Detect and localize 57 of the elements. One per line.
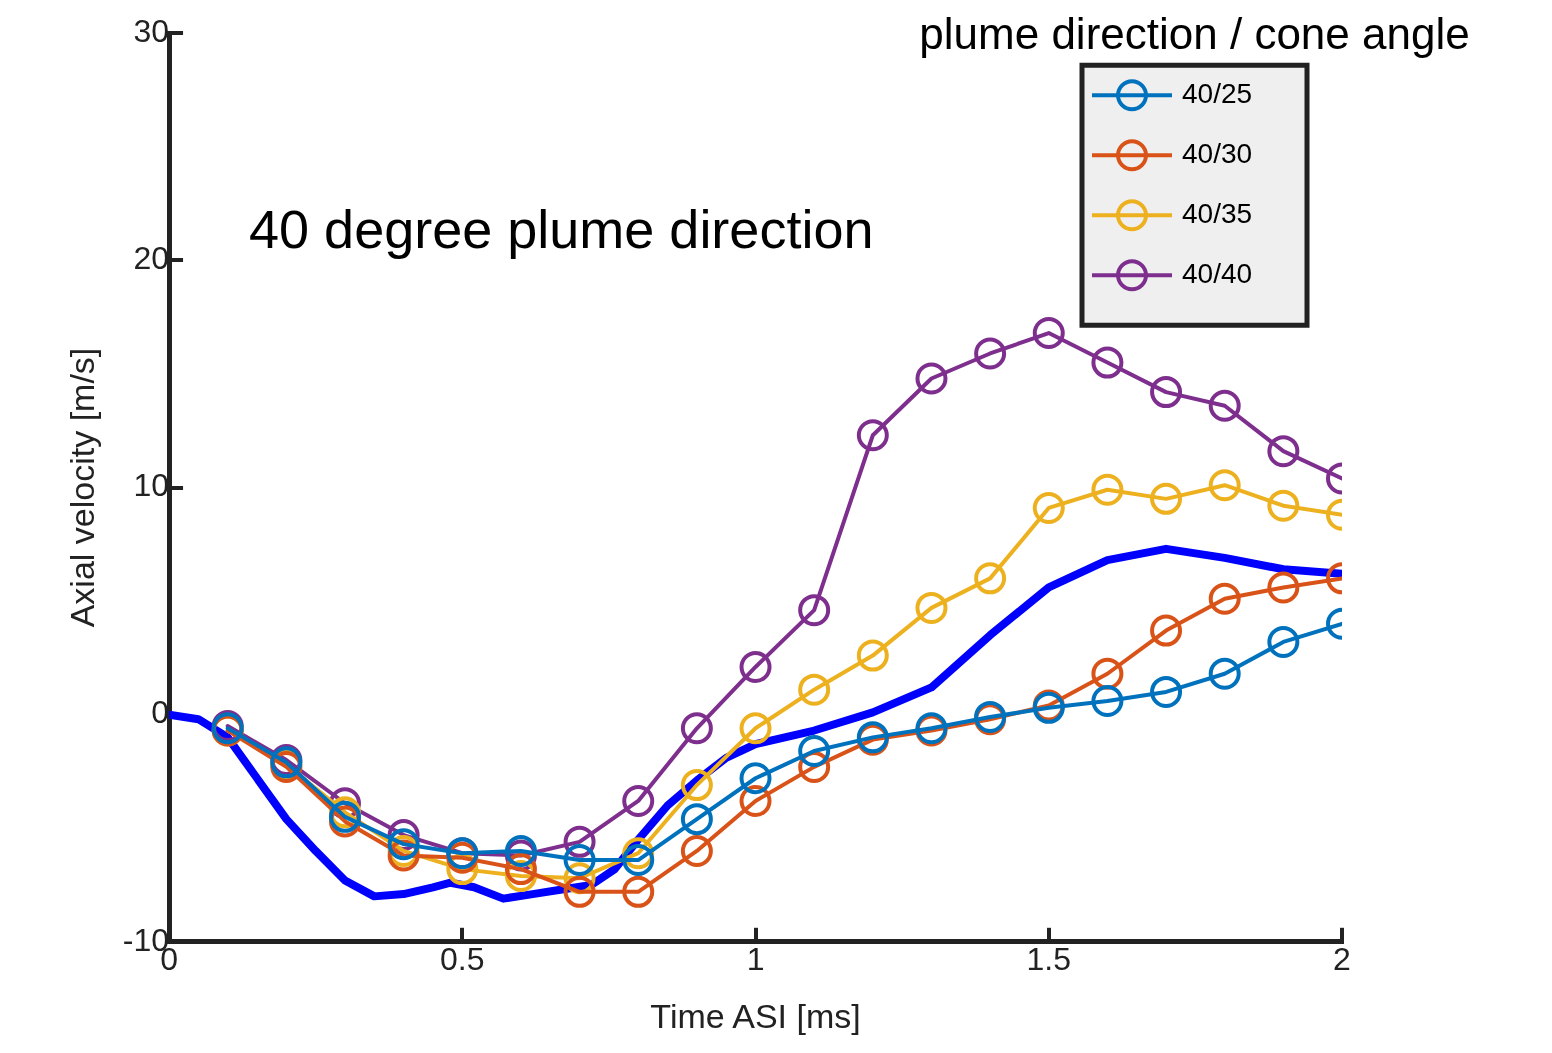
point [680,769,713,802]
x-tick-label: 0.5 [440,940,485,977]
point [504,853,537,886]
legend-label: 40/40 [1182,257,1253,289]
point [1091,685,1124,718]
point [1032,491,1065,524]
x-axis-title: Time ASI [ms] [650,996,861,1035]
point [1208,389,1241,422]
point [680,834,713,867]
point [1150,482,1183,515]
point [739,762,772,795]
point [974,562,1007,595]
point [1091,346,1124,379]
point [798,594,831,627]
point [1267,435,1300,468]
point [798,673,831,706]
point [563,875,596,908]
point [1091,473,1124,506]
point [563,844,596,877]
point [915,362,948,395]
point [1150,376,1183,409]
annotation: 40 degree plume direction [249,199,874,260]
point [680,803,713,836]
y-tick-label: 0 [151,694,170,731]
point [1208,657,1241,690]
point [798,734,831,767]
point [856,639,889,672]
legend-label: 40/30 [1182,137,1253,169]
point [915,591,948,624]
point [563,825,596,858]
point [1150,675,1183,708]
point [680,712,713,745]
point [1267,625,1300,658]
point [1208,582,1241,615]
point [739,712,772,745]
point [1208,469,1241,502]
point [739,650,772,683]
x-tick-label: 1 [746,940,765,977]
legend-label: 40/25 [1182,77,1253,109]
point [1150,614,1183,647]
point [622,784,655,817]
y-axis-title: Axial velocity [m/s] [62,347,101,628]
point [1032,317,1065,350]
point [856,419,889,452]
x-tick-label: 1.5 [1026,940,1071,977]
point [622,875,655,908]
y-tick-label: 30 [133,13,170,50]
y-tick-label: 10 [133,467,170,504]
legend-label: 40/35 [1182,197,1253,229]
point [387,828,420,861]
x-tick-label: 2 [1333,940,1351,977]
point [622,844,655,877]
y-tick-label: 20 [133,240,170,277]
legend-title: plume direction / cone angle [919,9,1470,59]
point [1267,489,1300,522]
point [1267,571,1300,604]
point [974,337,1007,370]
